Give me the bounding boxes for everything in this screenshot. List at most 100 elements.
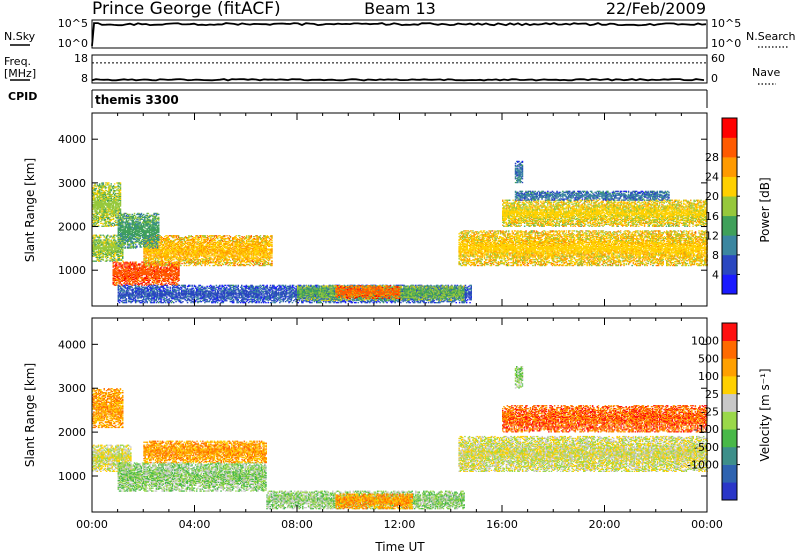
power-cell [111, 244, 114, 246]
power-cell [121, 267, 124, 269]
power-cell [118, 209, 120, 211]
power-cell [110, 209, 112, 211]
power-cell [144, 251, 146, 253]
power-cell [107, 250, 109, 253]
power-cell [167, 275, 170, 278]
power-cell [96, 246, 99, 248]
power-cell [115, 209, 117, 211]
power-cell [118, 192, 120, 195]
power-cell [107, 193, 109, 196]
power-cell [169, 262, 172, 265]
power-cell [104, 195, 107, 198]
power-cell [109, 260, 111, 262]
power-cell [117, 257, 119, 259]
power-cell [101, 190, 103, 192]
power-cell [119, 193, 122, 196]
power-cell [95, 248, 97, 250]
power-cell [158, 263, 161, 265]
power-cell [132, 268, 134, 270]
power-region [92, 182, 122, 227]
power-cell [135, 278, 138, 281]
power-cell [98, 254, 101, 256]
power-cell [143, 271, 146, 273]
power-cell [245, 235, 248, 237]
power-cell [110, 244, 112, 246]
power-cell [156, 282, 158, 284]
power-cell [103, 191, 105, 193]
power-cell [112, 197, 115, 199]
power-cell [107, 197, 109, 199]
power-cell [114, 271, 117, 273]
power-cell [142, 263, 144, 265]
power-cell [129, 263, 132, 265]
power-cell [96, 198, 99, 200]
power-cell [107, 255, 109, 257]
power-cell [100, 260, 102, 262]
freq-left-tick-bottom: 8 [81, 72, 88, 85]
power-cell [145, 260, 148, 262]
power-cell [119, 255, 122, 257]
power-cell [143, 251, 145, 253]
power-cell [112, 191, 115, 194]
power-cell [135, 264, 138, 266]
power-cell [229, 264, 232, 267]
power-cell [155, 275, 157, 278]
power-cell [112, 195, 115, 198]
power-cell [94, 241, 96, 243]
power-cell [117, 266, 119, 268]
power-cell [109, 197, 111, 199]
power-cell [94, 224, 96, 226]
power-cell [119, 282, 121, 284]
power-cell [124, 262, 126, 264]
power-cell [158, 275, 161, 278]
power-cell [154, 273, 156, 275]
power-cell [112, 214, 115, 216]
power-cell [226, 235, 228, 237]
power-cell [121, 272, 124, 274]
power-cell [114, 267, 117, 269]
power-cell [157, 283, 159, 285]
power-cell [93, 218, 95, 221]
power-cell [120, 244, 123, 246]
power-cell [97, 212, 100, 214]
power-cell [105, 255, 108, 257]
power-cell [104, 249, 107, 252]
power-cell [133, 272, 135, 274]
power-cell [100, 252, 102, 255]
power-cell [112, 201, 115, 203]
power-cell [113, 245, 116, 247]
power-cell [177, 273, 179, 275]
power-cell [169, 269, 171, 271]
power-cell [172, 273, 174, 275]
power-cell [108, 216, 110, 219]
power-cell [165, 282, 167, 284]
power-cell [103, 219, 105, 222]
power-cell [141, 273, 143, 276]
power-cell [143, 270, 146, 272]
power-cell [93, 208, 95, 210]
power-cell [158, 273, 161, 276]
power-cell [124, 273, 126, 276]
power-cell [117, 183, 119, 185]
freq-label-line2: [MHz] [4, 67, 36, 80]
power-cell [102, 255, 104, 257]
power-cell [95, 205, 97, 207]
power-cell [119, 187, 122, 189]
power-cell [129, 277, 132, 280]
power-cell [105, 242, 108, 244]
power-cell [159, 279, 162, 281]
power-cell [98, 191, 101, 194]
power-cell [143, 247, 145, 249]
power-cell [149, 271, 151, 273]
power-cell [117, 182, 119, 184]
power-cell [163, 269, 165, 271]
power-cell [141, 274, 143, 277]
power-cell [120, 272, 123, 274]
power-cell [103, 236, 105, 238]
power-cell [143, 250, 145, 252]
power-cell [117, 196, 119, 198]
power-cell [177, 267, 179, 269]
power-cell [93, 238, 95, 240]
power-cell [97, 191, 100, 193]
power-cell [95, 207, 97, 209]
